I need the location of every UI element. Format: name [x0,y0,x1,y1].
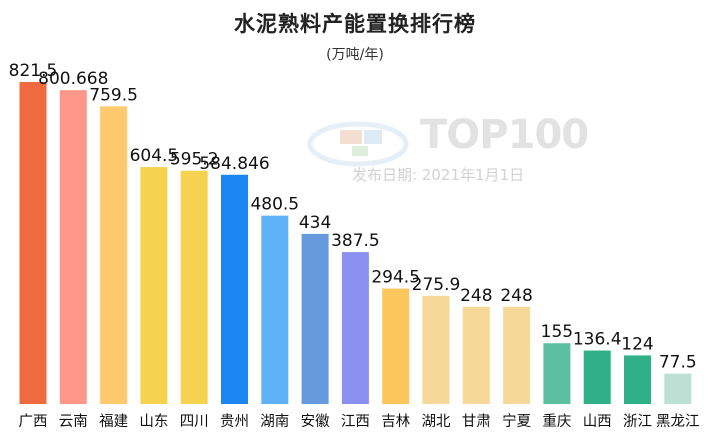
category-label-15: 浙江 [623,413,652,430]
category-label-16: 黑龙江 [656,413,700,430]
chart-subtitle: (万吨/年) [326,47,384,63]
value-label-9: 294.5 [371,268,420,288]
category-label-4: 四川 [180,414,209,430]
bar-13 [543,343,571,404]
value-label-13: 155 [541,322,573,342]
category-label-6: 湖南 [260,413,289,430]
bar-8 [341,252,369,404]
category-label-8: 江西 [341,413,370,430]
category-label-13: 重庆 [542,413,571,430]
bar-3 [140,167,168,404]
category-label-2: 福建 [99,413,128,430]
bar-7 [301,233,329,404]
bar-5 [221,174,248,404]
value-label-5: 584.846 [199,154,269,174]
bar-14 [583,350,611,404]
value-label-0: 821.5 [9,61,58,81]
value-label-10: 275.9 [412,275,461,295]
value-label-8: 387.5 [331,231,380,251]
category-label-3: 山东 [139,413,168,430]
value-label-15: 124 [621,334,653,354]
category-label-14: 山西 [583,413,612,430]
bar-0 [19,82,47,404]
bar-10 [422,295,450,404]
value-label-1: 800.668 [38,69,108,89]
bar-12 [503,306,531,404]
bar-9 [382,288,410,404]
value-label-6: 480.5 [250,195,299,215]
value-label-7: 434 [299,213,331,233]
category-label-7: 安徽 [301,413,330,430]
value-label-11: 248 [460,286,492,306]
bar-2 [100,106,128,405]
bar-16 [664,373,692,404]
value-label-2: 759.5 [89,85,138,105]
category-label-10: 湖北 [422,413,451,430]
value-label-14: 136.4 [573,330,622,350]
value-label-3: 604.5 [130,146,179,166]
publish-date-watermark: 发布日期: 2021年1月1日 [352,166,525,184]
bar-15 [624,355,651,404]
category-label-12: 宁夏 [502,413,531,430]
bar-1 [59,90,87,404]
category-label-1: 云南 [59,413,88,430]
bar-4 [180,170,208,404]
top100-logo-watermark: TOP100 [420,112,589,158]
bar-11 [462,306,490,404]
value-label-12: 248 [500,286,532,306]
category-label-11: 甘肃 [462,413,491,430]
category-label-5: 贵州 [220,413,249,430]
value-label-16: 77.5 [659,353,697,373]
value-label-4: 595.2 [170,150,219,170]
bar-6 [261,215,289,404]
category-label-0: 广西 [19,413,48,430]
chart-title: 水泥熟料产能置换排行榜 [234,12,476,36]
category-label-9: 吉林 [381,413,410,430]
cement-logo-watermark [307,121,409,167]
